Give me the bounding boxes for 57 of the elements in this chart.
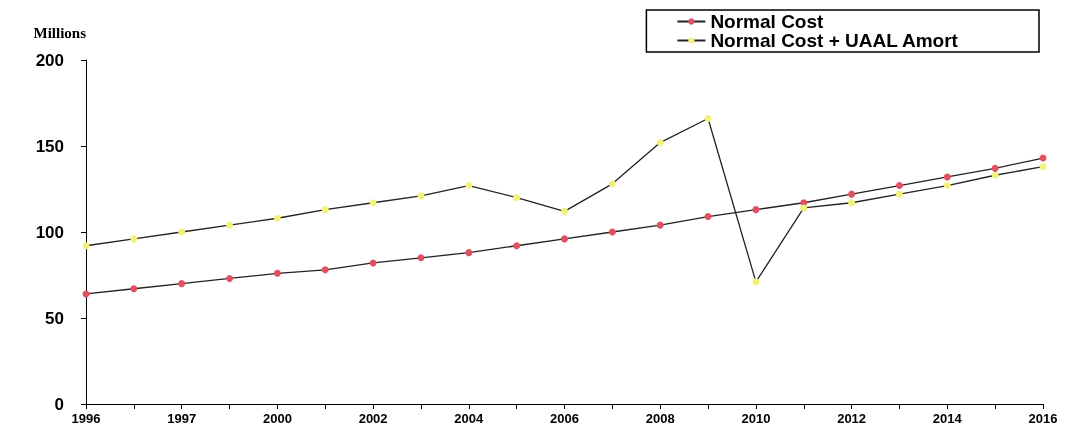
point (752, 206, 760, 214)
point (608, 228, 616, 236)
x-tick-label: 2000 (262, 411, 292, 426)
point (561, 235, 568, 243)
x-tick-label: 2006 (550, 411, 579, 426)
x-tick-label: 2012 (837, 411, 867, 426)
y-tick-label: 50 (45, 308, 64, 328)
point (417, 254, 425, 262)
y-tick-label: 100 (35, 222, 64, 242)
point (656, 221, 664, 229)
point (130, 235, 138, 243)
point (895, 190, 903, 198)
legend-label: Normal Cost (710, 11, 825, 32)
y-tick-label: 150 (35, 136, 64, 156)
y-tick-label: 0 (54, 394, 64, 414)
point (226, 221, 234, 229)
x-tick-label: 2016 (1028, 411, 1058, 426)
point (991, 164, 999, 172)
point (608, 180, 616, 188)
point (943, 173, 951, 181)
legend-label: Normal Cost + UAAL Amort (710, 30, 959, 51)
point (800, 204, 808, 212)
point (273, 214, 281, 222)
point (704, 213, 712, 221)
x-tick-label: 1997 (167, 411, 197, 426)
x-tick-label: 2014 (932, 411, 963, 426)
point (465, 249, 473, 257)
point (417, 192, 425, 200)
point (178, 228, 186, 236)
point (656, 139, 664, 147)
point (273, 269, 281, 277)
x-tick-label: 2004 (454, 411, 485, 426)
x-tick-label: 2008 (645, 411, 675, 426)
point (704, 114, 712, 122)
point (321, 266, 329, 274)
point (465, 182, 473, 190)
point (1039, 163, 1047, 171)
point (752, 278, 760, 286)
x-tick-label: 2010 (741, 411, 771, 426)
point (513, 194, 521, 202)
point (848, 199, 856, 207)
point (943, 182, 951, 190)
point (321, 206, 329, 214)
point (848, 190, 856, 198)
point (226, 274, 234, 282)
y-tick-label: 200 (35, 50, 64, 70)
point (130, 285, 138, 293)
x-tick-label: 1996 (71, 411, 101, 426)
y-axis-title: Millions (33, 24, 87, 41)
x-tick-label: 2002 (358, 411, 388, 426)
point (513, 242, 521, 250)
point (561, 207, 568, 215)
point (895, 182, 903, 190)
point (82, 242, 90, 250)
point (991, 171, 999, 179)
point (369, 199, 377, 207)
point (178, 280, 186, 288)
